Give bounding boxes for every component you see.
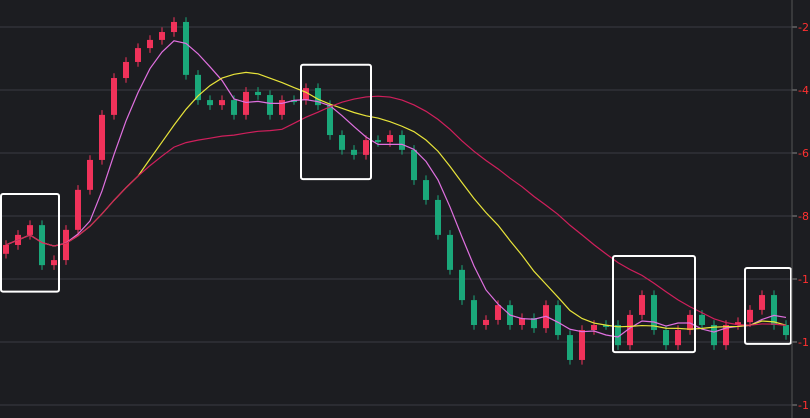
moving-average-line <box>5 71 787 330</box>
candle-up <box>3 244 9 254</box>
candle-down <box>783 324 789 336</box>
moving-average-line <box>5 95 787 326</box>
highlight-box <box>612 255 696 354</box>
candle-up <box>219 100 225 106</box>
candle-down <box>411 149 417 181</box>
highlight-box <box>744 266 792 345</box>
candle-up <box>519 318 525 325</box>
candle-up <box>303 88 309 101</box>
candle-down <box>459 269 465 301</box>
candle-up <box>639 295 645 315</box>
candle-up <box>723 324 729 346</box>
candle-down <box>663 330 669 346</box>
candle-up <box>75 189 81 230</box>
candle-up <box>27 225 33 235</box>
moving-averages <box>5 40 787 338</box>
candle-up <box>495 305 501 320</box>
candle-down <box>531 318 537 329</box>
candle-down <box>327 105 333 136</box>
candle-up <box>63 229 69 261</box>
candle-up <box>627 314 633 346</box>
moving-average-line <box>5 40 787 338</box>
candle-up <box>99 114 105 160</box>
candle-down <box>651 295 657 331</box>
candle-up <box>747 309 753 323</box>
candle-down <box>207 100 213 106</box>
candle-up <box>387 135 393 142</box>
candle-down <box>399 135 405 150</box>
candle-down <box>423 180 429 200</box>
candle-down <box>39 225 45 266</box>
candle-down <box>447 234 453 270</box>
candle-up <box>111 78 117 115</box>
candle-up <box>591 324 597 331</box>
candle-up <box>363 140 369 155</box>
candle-down <box>375 140 381 143</box>
candle-down <box>771 295 777 325</box>
y-tick-label: -6 <box>798 147 809 160</box>
y-tick-label: -1 <box>798 336 809 349</box>
candle-down <box>195 74 201 101</box>
candle-down <box>711 324 717 346</box>
candles <box>3 17 789 365</box>
candle-down <box>471 300 477 325</box>
candle-up <box>171 21 177 33</box>
highlight-boxes <box>0 63 792 354</box>
y-axis: -2 -4 -6 -8 -1 -1 -1 <box>791 0 809 418</box>
candle-down <box>339 135 345 150</box>
candle-up <box>243 91 249 115</box>
candle-up <box>483 319 489 325</box>
candle-down <box>603 324 609 327</box>
candle-up <box>87 159 93 190</box>
y-tick-label: -2 <box>798 21 809 34</box>
candle-down <box>615 324 621 346</box>
candle-up <box>123 61 129 79</box>
y-tick-label: -1 <box>798 399 809 412</box>
highlight-box <box>300 63 372 181</box>
candle-down <box>699 314 705 325</box>
candle-down <box>231 100 237 115</box>
candle-down <box>567 335 573 360</box>
highlight-box <box>0 192 60 293</box>
candle-down <box>183 21 189 75</box>
candle-up <box>147 39 153 49</box>
candle-up <box>51 260 57 266</box>
candle-up <box>675 330 681 346</box>
y-tick-label: -4 <box>798 84 809 97</box>
y-tick-label: -1 <box>798 273 809 286</box>
candle-up <box>135 48 141 62</box>
candle-down <box>291 100 297 103</box>
candle-up <box>579 330 585 360</box>
grid <box>0 26 792 406</box>
candle-up <box>279 100 285 115</box>
candle-up <box>735 322 741 325</box>
candle-down <box>255 91 261 96</box>
candle-down <box>267 95 273 115</box>
candle-down <box>315 88 321 106</box>
y-tick-label: -8 <box>798 210 809 223</box>
candle-up <box>159 32 165 40</box>
candle-down <box>555 305 561 336</box>
candle-up <box>759 295 765 310</box>
candle-down <box>351 149 357 155</box>
candle-down <box>435 199 441 235</box>
